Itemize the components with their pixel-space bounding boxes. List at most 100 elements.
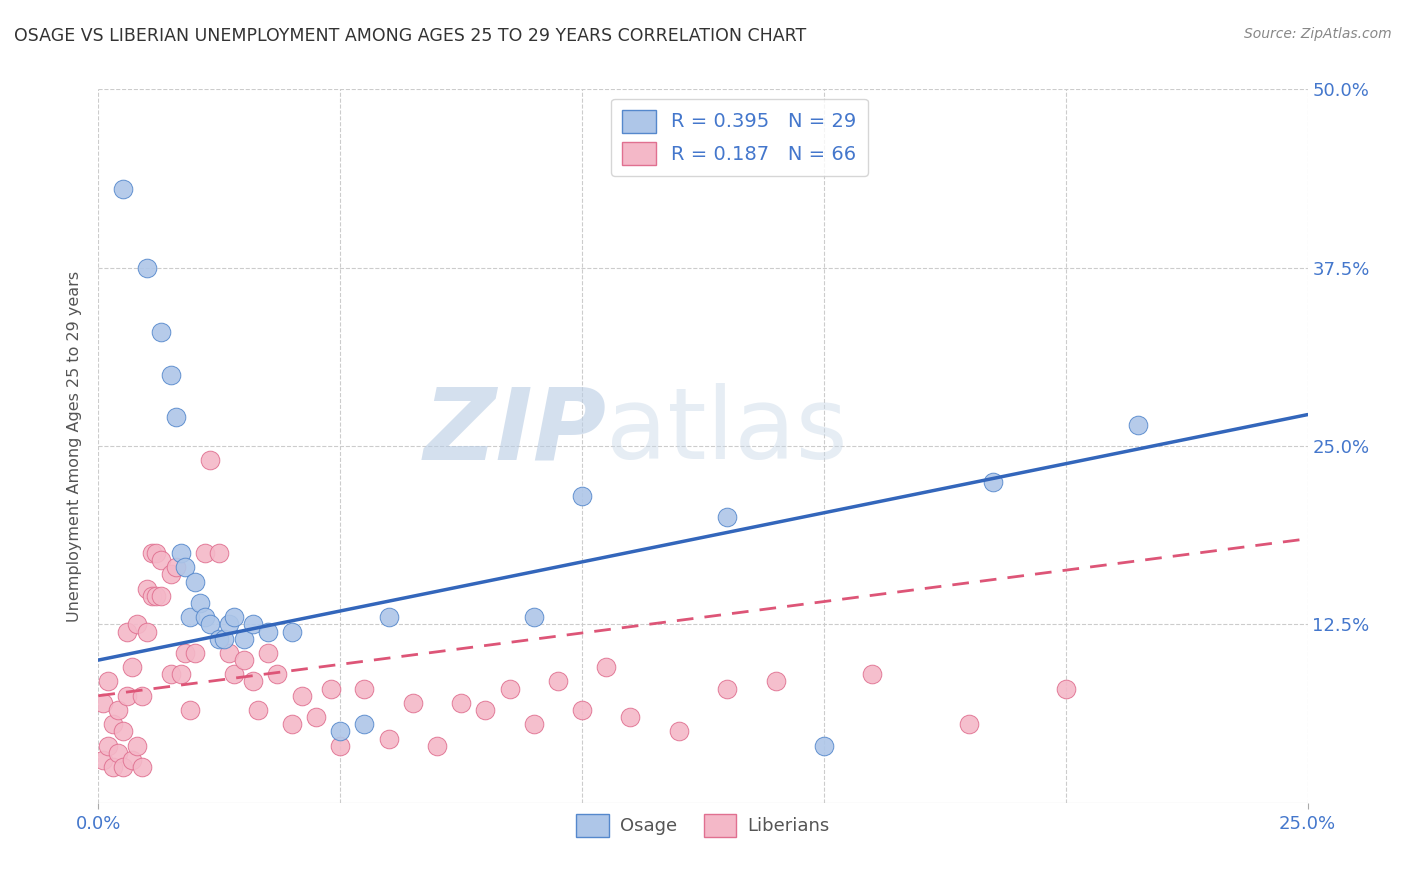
Point — [813, 739, 835, 753]
Text: Source: ZipAtlas.com: Source: ZipAtlas.com — [1244, 27, 1392, 41]
Point — [266, 667, 288, 681]
Point — [353, 717, 375, 731]
Point — [150, 325, 173, 339]
Point — [595, 660, 617, 674]
Point — [198, 453, 221, 467]
Point — [668, 724, 690, 739]
Point — [716, 681, 738, 696]
Point — [91, 696, 114, 710]
Point — [353, 681, 375, 696]
Point — [232, 653, 254, 667]
Point — [716, 510, 738, 524]
Point — [184, 646, 207, 660]
Point — [188, 596, 211, 610]
Point — [101, 717, 124, 731]
Point — [131, 760, 153, 774]
Point — [377, 610, 399, 624]
Point — [160, 368, 183, 382]
Point — [135, 624, 157, 639]
Point — [111, 760, 134, 774]
Point — [232, 632, 254, 646]
Point — [450, 696, 472, 710]
Point — [184, 574, 207, 589]
Point — [319, 681, 342, 696]
Point — [1128, 417, 1150, 432]
Point — [547, 674, 569, 689]
Point — [242, 674, 264, 689]
Point — [165, 560, 187, 574]
Point — [523, 717, 546, 731]
Point — [619, 710, 641, 724]
Point — [169, 546, 191, 560]
Point — [222, 610, 245, 624]
Point — [571, 703, 593, 717]
Point — [474, 703, 496, 717]
Point — [194, 546, 217, 560]
Point — [402, 696, 425, 710]
Point — [107, 746, 129, 760]
Point — [121, 753, 143, 767]
Point — [218, 617, 240, 632]
Point — [179, 610, 201, 624]
Point — [174, 560, 197, 574]
Point — [290, 689, 312, 703]
Point — [121, 660, 143, 674]
Point — [957, 717, 980, 731]
Point — [242, 617, 264, 632]
Point — [111, 182, 134, 196]
Point — [498, 681, 520, 696]
Point — [127, 739, 149, 753]
Point — [145, 589, 167, 603]
Point — [329, 724, 352, 739]
Point — [127, 617, 149, 632]
Point — [208, 546, 231, 560]
Point — [131, 689, 153, 703]
Y-axis label: Unemployment Among Ages 25 to 29 years: Unemployment Among Ages 25 to 29 years — [67, 270, 83, 622]
Point — [97, 674, 120, 689]
Point — [150, 589, 173, 603]
Point — [981, 475, 1004, 489]
Point — [141, 546, 163, 560]
Point — [169, 667, 191, 681]
Point — [523, 610, 546, 624]
Point — [571, 489, 593, 503]
Point — [198, 617, 221, 632]
Point — [426, 739, 449, 753]
Point — [218, 646, 240, 660]
Point — [281, 624, 304, 639]
Text: OSAGE VS LIBERIAN UNEMPLOYMENT AMONG AGES 25 TO 29 YEARS CORRELATION CHART: OSAGE VS LIBERIAN UNEMPLOYMENT AMONG AGE… — [14, 27, 806, 45]
Point — [256, 624, 278, 639]
Point — [1054, 681, 1077, 696]
Point — [160, 567, 183, 582]
Point — [141, 589, 163, 603]
Point — [150, 553, 173, 567]
Point — [281, 717, 304, 731]
Point — [174, 646, 197, 660]
Text: atlas: atlas — [606, 384, 848, 480]
Legend: Osage, Liberians: Osage, Liberians — [569, 807, 837, 844]
Point — [91, 753, 114, 767]
Point — [135, 260, 157, 275]
Point — [247, 703, 270, 717]
Point — [101, 760, 124, 774]
Point — [212, 632, 235, 646]
Point — [117, 689, 139, 703]
Point — [208, 632, 231, 646]
Point — [160, 667, 183, 681]
Point — [117, 624, 139, 639]
Point — [145, 546, 167, 560]
Point — [305, 710, 328, 724]
Point — [111, 724, 134, 739]
Point — [97, 739, 120, 753]
Point — [179, 703, 201, 717]
Point — [329, 739, 352, 753]
Point — [165, 410, 187, 425]
Point — [107, 703, 129, 717]
Text: ZIP: ZIP — [423, 384, 606, 480]
Point — [377, 731, 399, 746]
Point — [194, 610, 217, 624]
Point — [222, 667, 245, 681]
Point — [765, 674, 787, 689]
Point — [135, 582, 157, 596]
Point — [256, 646, 278, 660]
